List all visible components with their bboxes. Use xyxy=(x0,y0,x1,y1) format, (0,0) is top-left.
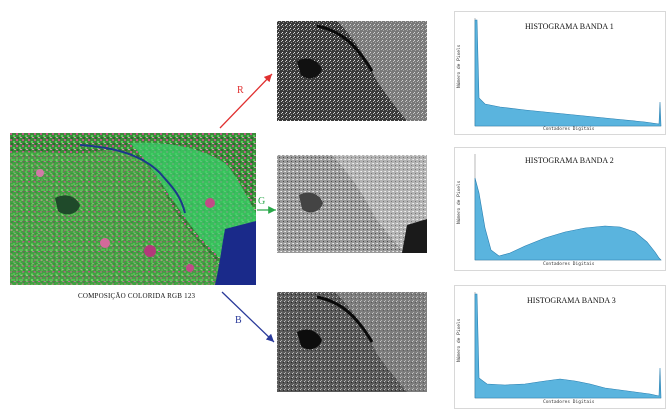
histogram-band-3-xlabel: Contadores Digitais xyxy=(543,400,595,405)
histogram-band-1-title: HISTOGRAMA BANDA 1 xyxy=(525,22,614,31)
red-arrow xyxy=(219,73,273,129)
histogram-band-3-ylabel: Número de Pixels xyxy=(457,318,462,362)
blue-arrow xyxy=(221,291,275,343)
histogram-band-2-plot xyxy=(474,154,662,261)
histogram-band-2: HISTOGRAMA BANDA 2 Contadores Digitais N… xyxy=(454,147,666,271)
composite-caption: COMPOSIÇÃO COLORIDA RGB 123 xyxy=(78,292,196,300)
arrow-label-b: B xyxy=(235,315,242,326)
histogram-band-1-ylabel: Número de Pixels xyxy=(457,44,462,88)
band-2-image xyxy=(277,155,427,253)
histogram-band-3-plot xyxy=(474,292,662,399)
arrow-label-r: R xyxy=(237,85,244,96)
histogram-band-1-xlabel: Contadores Digitais xyxy=(543,127,595,132)
histogram-band-2-xlabel: Contadores Digitais xyxy=(543,262,595,267)
histogram-band-1-plot xyxy=(474,18,662,127)
histogram-band-2-ylabel: Número de Pixels xyxy=(457,180,462,224)
rgb-composite-image xyxy=(10,133,256,285)
histogram-band-3: HISTOGRAMA BANDA 3 Contadores Digitais N… xyxy=(454,285,666,409)
band-1-image xyxy=(277,21,427,121)
histogram-band-2-title: HISTOGRAMA BANDA 2 xyxy=(525,156,614,165)
band-3-image xyxy=(277,292,427,392)
arrow-label-g: G xyxy=(258,196,266,207)
histogram-band-1: HISTOGRAMA BANDA 1 Contadores Digitais N… xyxy=(454,11,666,135)
histogram-band-3-title: HISTOGRAMA BANDA 3 xyxy=(527,296,616,305)
